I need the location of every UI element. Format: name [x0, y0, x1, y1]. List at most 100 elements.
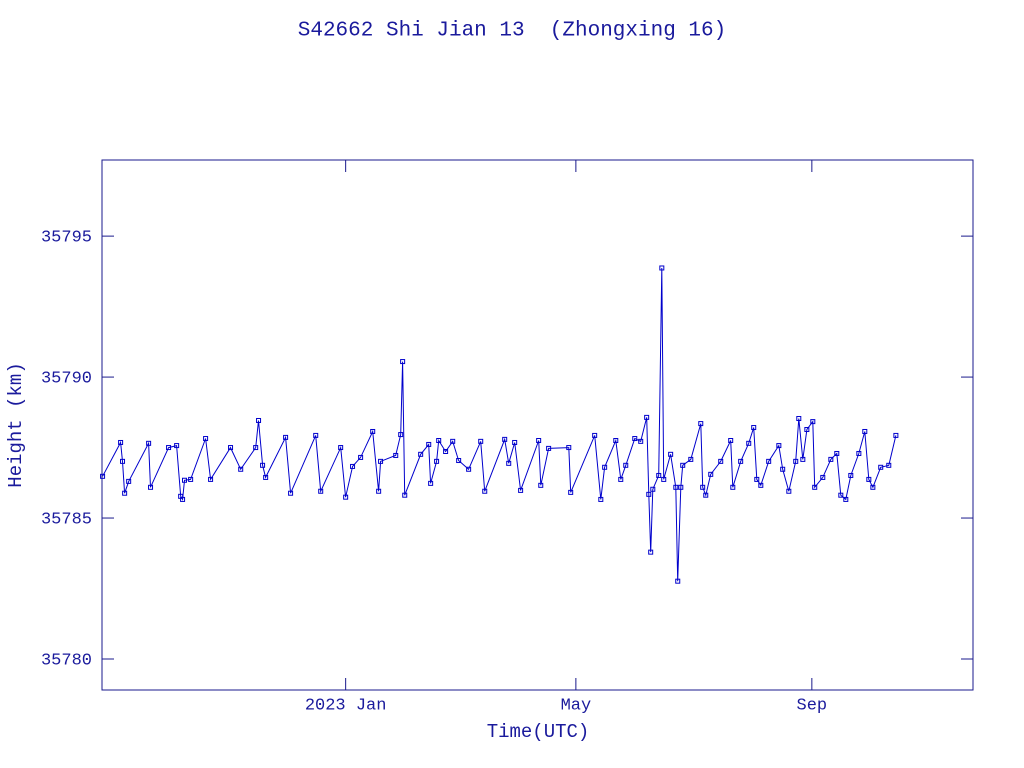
data-point [100, 473, 106, 479]
data-point [656, 472, 662, 478]
data-point [810, 419, 816, 425]
data-point [393, 452, 399, 458]
data-point [378, 458, 384, 464]
y-tick-label: 35790 [41, 370, 92, 389]
data-point [518, 487, 524, 493]
data-point [288, 490, 294, 496]
data-point [728, 438, 734, 444]
data-point [450, 438, 456, 444]
data-point [828, 456, 834, 462]
data-point [613, 438, 619, 444]
y-tick-label: 35795 [41, 229, 92, 248]
x-tick-label: May [561, 696, 592, 715]
data-point [700, 484, 706, 490]
data-point [638, 438, 644, 444]
data-point [688, 456, 694, 462]
data-point [338, 445, 344, 451]
data-point [434, 458, 440, 464]
data-point [659, 265, 665, 271]
data-point [120, 458, 126, 464]
data-point [443, 449, 449, 454]
data-point [730, 484, 736, 490]
data-point [536, 438, 542, 444]
data-point [668, 451, 674, 457]
data-point [174, 443, 180, 449]
data-point [650, 486, 656, 492]
data-point [180, 496, 186, 502]
data-point [228, 445, 234, 451]
data-point [718, 458, 724, 464]
data-point [698, 421, 704, 427]
data-point [203, 436, 209, 442]
x-axis-label: Time(UTC) [487, 721, 590, 743]
data-point [418, 451, 424, 457]
data-point [786, 488, 792, 494]
data-point [878, 464, 884, 470]
data-point [848, 472, 854, 478]
data-point [632, 436, 638, 442]
data-point [675, 578, 681, 584]
data-point [118, 439, 124, 445]
data-point [181, 477, 187, 483]
data-point [456, 458, 462, 464]
data-point [313, 432, 319, 438]
data-point [482, 488, 488, 494]
data-point [673, 484, 679, 490]
data-point [838, 492, 844, 498]
data-point [708, 471, 714, 477]
data-point [350, 463, 356, 469]
data-point [598, 496, 604, 502]
data-point [283, 434, 289, 440]
y-tick-label: 35785 [41, 511, 92, 530]
data-point [426, 441, 432, 447]
data-point [820, 474, 826, 480]
data-point [428, 480, 434, 486]
data-point [260, 462, 266, 468]
data-point [256, 417, 262, 423]
chart-title: S42662 Shi Jian 13 (Zhongxing 16) [298, 20, 726, 43]
data-point [766, 458, 772, 464]
data-point [546, 445, 552, 451]
data-point [436, 438, 442, 444]
data-point [343, 494, 349, 500]
data-point [796, 416, 802, 422]
data-point [738, 458, 744, 464]
data-point [478, 438, 484, 444]
data-point [661, 476, 667, 482]
data-point [680, 462, 686, 468]
data-point [188, 476, 194, 482]
data-point [618, 476, 624, 482]
data-point [502, 436, 508, 442]
data-point [886, 462, 892, 468]
data-point [166, 445, 172, 451]
data-point [856, 450, 862, 456]
data-point [703, 492, 709, 498]
data-point [122, 490, 128, 496]
data-point [466, 466, 472, 472]
data-point [568, 489, 574, 495]
data-point [263, 474, 269, 480]
data-point [238, 466, 244, 472]
x-tick-label: Sep [797, 696, 828, 715]
data-point [644, 414, 650, 420]
data-point [893, 432, 899, 438]
data-point [592, 432, 598, 438]
data-point [146, 440, 152, 446]
data-point [862, 428, 868, 434]
data-point [602, 464, 608, 470]
data-point [751, 425, 757, 431]
data-point [646, 491, 652, 497]
data-point [834, 450, 840, 456]
data-point [398, 432, 404, 438]
data-point [843, 496, 849, 502]
data-point [253, 445, 259, 451]
data-point [678, 484, 684, 490]
data-point [538, 482, 544, 488]
data-point [780, 466, 786, 472]
data-point [376, 488, 382, 494]
data-point [402, 492, 408, 498]
data-point [148, 484, 154, 490]
data-point [648, 549, 654, 555]
data-point [370, 428, 376, 434]
